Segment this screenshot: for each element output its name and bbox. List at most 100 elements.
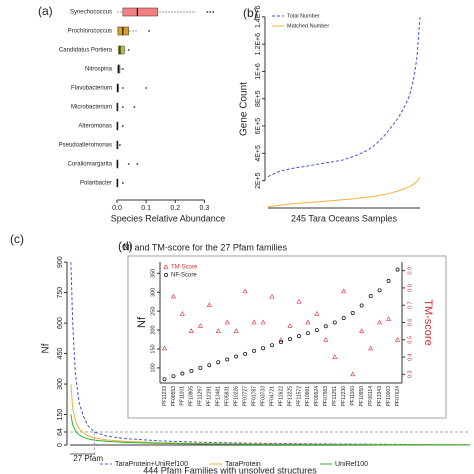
circle-point (287, 337, 292, 342)
circle-point (377, 288, 382, 293)
outlier (148, 30, 150, 32)
y-tick-label: 250 (150, 307, 156, 316)
y-tick-label: 0 (57, 443, 64, 447)
y-tick-label: 6E+5 (255, 118, 262, 135)
legend-label: TM-Score (171, 265, 198, 271)
outlier (121, 182, 124, 184)
triangle-point (224, 319, 230, 325)
triangle-point (197, 323, 203, 328)
y2-tick-label: 0.8 (407, 284, 413, 292)
x-tick-label: PF06114 (368, 386, 374, 406)
x-tick-label: 0.1 (141, 205, 151, 212)
circle-point (350, 311, 355, 316)
x-tick-label: PF07583 (323, 386, 329, 407)
circle-point (278, 340, 283, 345)
y-tick-label: 8E+5 (255, 90, 262, 107)
y-tick-label: 350 (150, 269, 156, 278)
triangle-point (269, 293, 275, 299)
outlier (121, 106, 124, 108)
circle-point (296, 334, 301, 339)
y-tick-label: 1E+6 (255, 63, 262, 80)
outlier (119, 144, 121, 146)
x-tick-label: PF08553 (171, 386, 177, 407)
triangle-point (179, 311, 185, 316)
triangle-point (206, 302, 212, 308)
outlier (145, 87, 148, 89)
category-label: Alteromonas (78, 124, 112, 130)
y2-tick-label: 0.9 (407, 267, 413, 275)
triangle-point (163, 264, 169, 269)
x-tick-label: PF13343 (377, 386, 383, 407)
y2-tick-label: 0.5 (407, 336, 413, 344)
circle-point (270, 343, 275, 348)
panel-label: (b) (243, 6, 258, 20)
y2-axis-label: TM-score (422, 299, 434, 345)
legend-label: NF-Score (171, 273, 197, 279)
triangle-point (215, 328, 221, 333)
circle-point (332, 320, 337, 325)
circle-point (314, 328, 319, 333)
y-tick-label: 64 (57, 428, 64, 436)
triangle-point (368, 345, 374, 351)
category-label: Synechococcus (70, 10, 112, 16)
circle-point (198, 365, 203, 370)
legend-label: TaraProtein+UniRef100 (115, 461, 188, 468)
y-tick-label: 450 (57, 348, 64, 360)
x-axis-label: 444 Pfam Families with unsolved structur… (143, 465, 317, 474)
y2-tick-label: 0.7 (407, 301, 413, 309)
x-tick-label: PF11160 (350, 386, 356, 406)
y-tick-label: 600 (57, 317, 64, 329)
triangle-point (296, 298, 302, 304)
circle-point (234, 354, 239, 359)
y-tick-label: 900 (57, 256, 64, 268)
y-tick-label: 1.4E+6 (255, 6, 262, 28)
legend-label: Total Number (287, 13, 320, 19)
circle-point (261, 346, 266, 351)
triangle-point (386, 316, 392, 321)
series-line (70, 262, 471, 446)
x-tick-label: PF07727 (242, 386, 248, 407)
category-label: Nitrospina (85, 67, 113, 73)
y-tick-label: 4E+5 (255, 145, 262, 162)
y2-tick-label: 0.6 (407, 319, 413, 327)
category-label: Polaribacter (80, 181, 112, 187)
x-tick-label: PF09524 (314, 386, 320, 407)
x-tick-label: 0.0 (112, 205, 122, 212)
x-tick-label: PF01787 (251, 386, 257, 407)
circle-point (323, 324, 328, 329)
triangle-point (395, 336, 401, 342)
triangle-point (188, 328, 194, 333)
panel-label: (a) (38, 4, 53, 18)
triangle-point (242, 288, 248, 294)
circle-point (207, 363, 212, 368)
x-tick-label: PF04721 (269, 386, 275, 407)
box (118, 45, 125, 55)
outlier (206, 11, 209, 13)
x-tick-label: PF12191 (207, 386, 213, 407)
x-axis-label: Species Relative Abundance (111, 213, 226, 223)
x-axis-label: 245 Tara Oceans Samples (291, 213, 397, 223)
circle-point (252, 348, 257, 353)
triangle-point (359, 328, 365, 333)
circle-point (359, 303, 364, 308)
circle-point (341, 315, 346, 320)
outlier (136, 163, 139, 165)
y-axis-label: Gene Count (239, 82, 250, 136)
outlier (121, 87, 124, 89)
x-tick-label: PF11297 (198, 386, 204, 406)
triangle-point (314, 311, 320, 316)
triangle-point (260, 319, 266, 325)
x-tick-label: PF10950 (359, 386, 365, 407)
x-tick-label: PF10905 (189, 386, 195, 407)
y-tick-label: 150 (150, 344, 156, 353)
legend-label: UniRef100 (335, 461, 368, 468)
circle-point (368, 294, 373, 299)
box (122, 7, 159, 17)
category-label: Prochlorococcus (68, 29, 112, 35)
circle-point (395, 267, 400, 272)
x-tick-label: PF05831 (225, 386, 231, 407)
y-tick-label: 200 (150, 325, 156, 334)
x-tick-label: PF10681 (305, 386, 311, 407)
triangle-point (287, 323, 293, 328)
